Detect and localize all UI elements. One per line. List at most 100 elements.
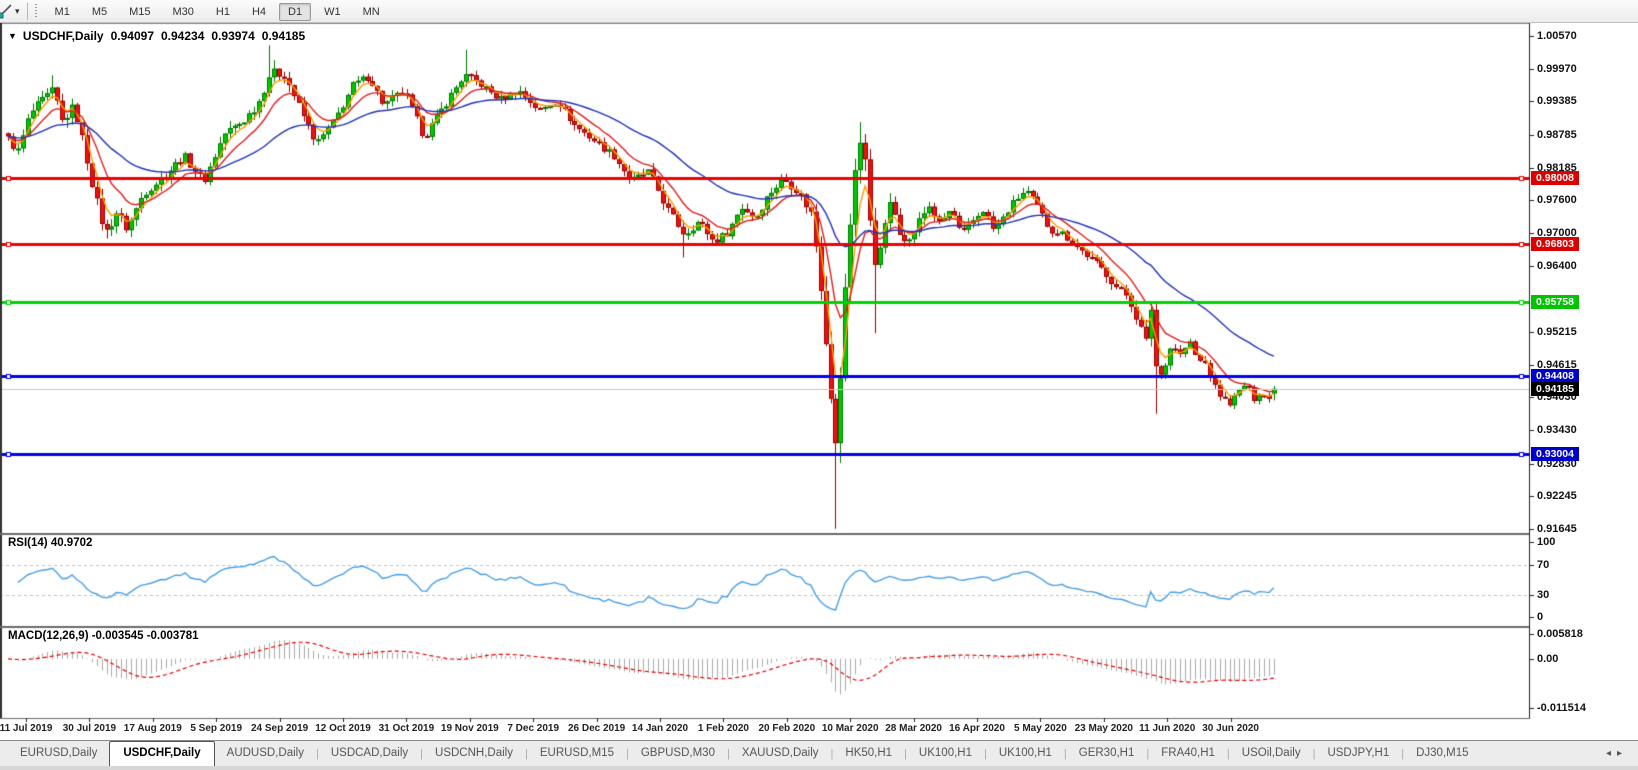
date-tick-label: 31 Oct 2019 bbox=[378, 723, 435, 734]
timeframe-button-m15[interactable]: M15 bbox=[129, 6, 151, 18]
tab-ger30-h1[interactable]: GER30,H1 bbox=[1078, 747, 1135, 759]
tab-divider: | bbox=[830, 747, 834, 760]
timeframe-button-mn[interactable]: MN bbox=[362, 6, 380, 18]
level-price-tag: 0.96803 bbox=[1531, 237, 1579, 252]
date-tick-label: 12 Oct 2019 bbox=[315, 723, 371, 734]
date-tick-label: 20 Feb 2020 bbox=[758, 723, 816, 734]
tab-divider: | bbox=[524, 747, 528, 760]
price-tick-label: 0.96400 bbox=[1537, 260, 1577, 273]
tab-usdcnh-daily[interactable]: USDCNH,Daily bbox=[435, 747, 513, 759]
macd-label: MACD(12,26,9) -0.003545 -0.003781 bbox=[8, 630, 199, 642]
tab-eurusd-m15[interactable]: EURUSD,M15 bbox=[539, 747, 614, 759]
date-tick-label: 11 Jul 2019 bbox=[0, 723, 53, 734]
rsi-tick-label: 30 bbox=[1537, 588, 1550, 601]
chart-canvas[interactable] bbox=[0, 23, 1638, 740]
timeframe-button-w1[interactable]: W1 bbox=[324, 6, 341, 18]
tab-hk50-h1[interactable]: HK50,H1 bbox=[845, 747, 893, 759]
toolbar-separator bbox=[26, 2, 28, 20]
tab-scroll-right-icon[interactable]: ▸ bbox=[1616, 748, 1628, 759]
tab-usoil-daily[interactable]: USOil,Daily bbox=[1241, 747, 1301, 759]
rsi-tick-label: 0 bbox=[1537, 611, 1544, 623]
timeframe-button-m30[interactable]: M30 bbox=[172, 6, 194, 18]
price-tick-label: 0.97600 bbox=[1537, 194, 1577, 207]
macd-tick-label: -0.011514 bbox=[1537, 701, 1586, 714]
ohlc-low: 0.93974 bbox=[211, 29, 255, 43]
tab-dj30-m15[interactable]: DJ30,M15 bbox=[1416, 747, 1469, 759]
timeframe-button-m5[interactable]: M5 bbox=[91, 6, 108, 18]
tab-divider: | bbox=[420, 747, 424, 760]
date-tick-label: 26 Dec 2019 bbox=[567, 723, 626, 734]
price-tick-label: 0.98785 bbox=[1537, 128, 1577, 141]
date-tick-label: 5 May 2020 bbox=[1013, 723, 1067, 734]
level-price-tag: 0.95758 bbox=[1531, 294, 1579, 309]
date-tick-label: 1 Feb 2020 bbox=[697, 723, 749, 734]
line-studies-dropdown-icon[interactable]: ▾ bbox=[15, 5, 20, 16]
tab-usdcad-daily[interactable]: USDCAD,Daily bbox=[330, 747, 409, 759]
toolbar-grip[interactable] bbox=[33, 3, 38, 19]
timeframe-button-h1[interactable]: H1 bbox=[215, 6, 230, 18]
chart-tabs: EURUSD,Daily USDCHF,Daily AUDUSD,Daily | USD… bbox=[8, 741, 1481, 767]
tab-xauusd-daily[interactable]: XAUUSD,Daily bbox=[741, 747, 819, 759]
price-tick-label: 0.92245 bbox=[1537, 489, 1577, 502]
level-price-tag: 0.93004 bbox=[1531, 446, 1579, 461]
price-tick-label: 1.00570 bbox=[1537, 30, 1577, 42]
timeframe-button-m1[interactable]: M1 bbox=[54, 6, 70, 18]
tab-uk100-h1[interactable]: UK100,H1 bbox=[998, 747, 1052, 759]
ohlc-close: 0.94185 bbox=[261, 29, 306, 43]
tab-usdjpy-h1[interactable]: USDJPY,H1 bbox=[1327, 747, 1390, 759]
date-tick-label: 30 Jul 2019 bbox=[62, 723, 117, 734]
tab-gbpusd-m30[interactable]: GBPUSD,M30 bbox=[640, 747, 715, 759]
macd-tick-label: 0.00 bbox=[1537, 652, 1559, 665]
date-tick-label: 28 Mar 2020 bbox=[885, 723, 942, 734]
tab-divider: | bbox=[625, 747, 629, 760]
top-toolbar: ▾ M1 M5 M15 M30 H1 H4 D1 W1 MN bbox=[0, 0, 1638, 23]
macd-tick-label: 0.005818 bbox=[1537, 627, 1583, 640]
timeframe-button-h4[interactable]: H4 bbox=[251, 6, 267, 18]
tab-usdchf-daily[interactable]: USDCHF,Daily bbox=[109, 741, 215, 767]
price-tick-label: 0.93430 bbox=[1537, 424, 1577, 437]
tab-divider: | bbox=[1063, 747, 1067, 760]
price-tick-label: 0.94615 bbox=[1537, 358, 1577, 371]
tab-divider: | bbox=[726, 747, 730, 760]
tab-divider: | bbox=[315, 747, 319, 760]
level-price-tag: 0.98008 bbox=[1531, 170, 1579, 185]
line-studies-icon[interactable] bbox=[0, 3, 13, 19]
date-tick-label: 11 Jun 2020 bbox=[1139, 723, 1196, 734]
tab-fra40-h1[interactable]: FRA40,H1 bbox=[1161, 747, 1215, 759]
date-tick-label: 19 Nov 2019 bbox=[440, 723, 499, 734]
rsi-label: RSI(14) 40.9702 bbox=[8, 537, 93, 549]
date-tick-label: 14 Jan 2020 bbox=[631, 723, 689, 734]
chart-symbol: USDCHF,Daily bbox=[22, 29, 104, 43]
date-tick-label: 5 Sep 2019 bbox=[190, 723, 243, 734]
price-tick-label: 0.99385 bbox=[1537, 95, 1577, 108]
tab-audusd-daily[interactable]: AUDUSD,Daily bbox=[226, 747, 304, 759]
price-tick-label: 0.97000 bbox=[1537, 227, 1577, 240]
chart-menu-icon[interactable]: ▼ bbox=[8, 31, 17, 41]
price-tick-label: 0.99970 bbox=[1537, 63, 1577, 76]
tab-divider: | bbox=[1146, 747, 1150, 760]
tab-uk100-h1[interactable]: UK100,H1 bbox=[918, 747, 972, 759]
ohlc-high: 0.94234 bbox=[161, 29, 205, 43]
date-tick-label: 17 Aug 2019 bbox=[123, 723, 182, 734]
chart-window: ▼ USDCHF,Daily 0.94097 0.94234 0.93974 0.9418… bbox=[0, 23, 1638, 740]
date-tick-label: 30 Jun 2020 bbox=[1202, 723, 1259, 734]
rsi-tick-label: 70 bbox=[1537, 558, 1550, 571]
tab-eurusd-daily[interactable]: EURUSD,Daily bbox=[20, 747, 98, 759]
date-tick-label: 10 Mar 2020 bbox=[821, 723, 879, 734]
timeframe-button-d1[interactable]: D1 bbox=[279, 3, 312, 21]
tab-divider: | bbox=[983, 747, 987, 760]
chart-title: ▼ USDCHF,Daily 0.94097 0.94234 0.93974 0.9418… bbox=[8, 29, 305, 43]
status-strip bbox=[0, 766, 1638, 770]
price-tick-label: 0.91645 bbox=[1537, 522, 1577, 535]
price-tick-label: 0.95215 bbox=[1537, 325, 1577, 338]
chart-tab-bar: EURUSD,Daily USDCHF,Daily AUDUSD,Daily | USD… bbox=[0, 740, 1638, 767]
date-tick-label: 23 May 2020 bbox=[1074, 723, 1133, 734]
tab-scroll-left-icon[interactable]: ◂ bbox=[1605, 748, 1617, 759]
tab-scroll-arrows[interactable]: ◂▸ bbox=[1606, 748, 1628, 759]
level-price-tag: 0.94408 bbox=[1531, 369, 1579, 384]
date-tick-label: 16 Apr 2020 bbox=[949, 723, 1005, 734]
date-tick-label: 7 Dec 2019 bbox=[507, 723, 560, 734]
date-tick-label: 24 Sep 2019 bbox=[250, 723, 309, 734]
current-price-tag: 0.94185 bbox=[1531, 381, 1579, 396]
